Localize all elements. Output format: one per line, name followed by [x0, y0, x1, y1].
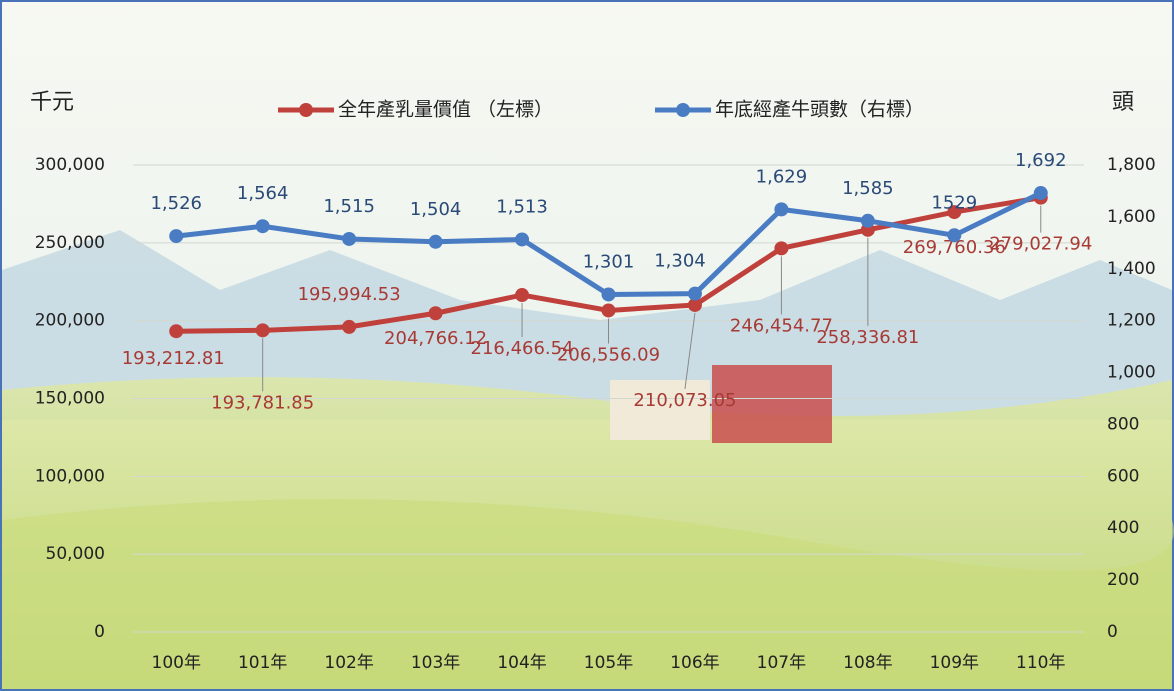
- data-label: 279,027.94: [989, 234, 1092, 255]
- data-label: 269,760.36: [903, 237, 1006, 258]
- x-tick-label: 107年: [757, 653, 806, 673]
- y2-axis-title: 頭: [1112, 90, 1134, 115]
- data-point: [169, 229, 184, 244]
- y2-tick-label: 1,600: [1107, 207, 1156, 227]
- x-tick-label: 101年: [238, 653, 287, 673]
- x-tick-label: 102年: [324, 653, 373, 673]
- data-label: 193,781.85: [211, 392, 314, 413]
- data-label: 216,466.54: [471, 338, 574, 359]
- data-point: [515, 232, 530, 247]
- data-label: 204,766.12: [384, 328, 487, 349]
- data-label: 195,994.53: [298, 284, 401, 305]
- data-point: [342, 231, 357, 246]
- data-label: 1,692: [1015, 150, 1067, 171]
- y-tick-label: 100,000: [35, 466, 105, 486]
- x-tick-label: 106年: [670, 653, 719, 673]
- data-label: 1,504: [410, 199, 462, 220]
- y-tick-label: 50,000: [46, 544, 105, 564]
- data-point: [342, 319, 357, 334]
- data-label: 193,212.81: [122, 348, 225, 369]
- data-point: [687, 286, 702, 301]
- y2-tick-label: 1,800: [1107, 155, 1156, 175]
- y2-tick-label: 600: [1107, 466, 1139, 486]
- data-point: [428, 234, 443, 249]
- data-point: [428, 306, 443, 321]
- x-tick-label: 109年: [930, 653, 979, 673]
- house: [610, 380, 710, 440]
- legend-marker: [299, 103, 313, 117]
- data-point: [947, 228, 962, 243]
- data-point: [601, 287, 616, 302]
- data-label: 1,301: [583, 251, 635, 272]
- data-point: [687, 297, 702, 312]
- data-point: [1033, 186, 1048, 201]
- x-tick-label: 104年: [497, 653, 546, 673]
- data-label: 206,556.09: [557, 344, 660, 365]
- data-label: 1,564: [237, 183, 289, 204]
- y2-tick-label: 400: [1107, 518, 1139, 538]
- x-tick-label: 108年: [843, 653, 892, 673]
- legend-label: 全年產乳量價值 （左標）: [338, 99, 553, 121]
- y-axis-title: 千元: [30, 90, 74, 115]
- y-tick-label: 200,000: [35, 311, 105, 331]
- data-point: [774, 241, 789, 256]
- data-label: 1529: [931, 192, 977, 213]
- data-label: 1,513: [496, 196, 548, 217]
- data-label: 246,454.77: [730, 315, 833, 336]
- y2-tick-label: 1,200: [1107, 311, 1156, 331]
- data-label: 210,073.05: [633, 390, 736, 411]
- data-point: [255, 323, 270, 338]
- x-tick-label: 100年: [152, 653, 201, 673]
- data-label: 1,515: [323, 196, 375, 217]
- data-label: 258,336.81: [816, 327, 919, 348]
- legend-label: 年底經產牛頭數（右標）: [715, 99, 924, 121]
- data-point: [515, 288, 530, 303]
- y2-tick-label: 1,000: [1107, 363, 1156, 383]
- x-tick-label: 105年: [584, 653, 633, 673]
- barn: [712, 365, 832, 443]
- leader-line: [684, 312, 696, 390]
- data-point: [601, 303, 616, 318]
- y-tick-label: 250,000: [35, 233, 105, 253]
- data-point: [947, 205, 962, 220]
- y-tick-label: 0: [94, 622, 105, 642]
- data-point: [860, 213, 875, 228]
- y2-tick-label: 200: [1107, 570, 1139, 590]
- y2-tick-label: 0: [1107, 622, 1118, 642]
- y-tick-label: 300,000: [35, 155, 105, 175]
- field-front: [2, 499, 1174, 689]
- data-label: 1,629: [756, 166, 808, 187]
- data-label: 1,526: [150, 193, 202, 214]
- y2-tick-label: 1,400: [1107, 259, 1156, 279]
- data-point: [774, 202, 789, 217]
- x-tick-label: 103年: [411, 653, 460, 673]
- data-point: [169, 324, 184, 339]
- mountains: [2, 230, 1172, 420]
- legend-marker: [676, 103, 690, 117]
- data-point: [255, 219, 270, 234]
- y2-tick-label: 800: [1107, 414, 1139, 434]
- data-label: 1,304: [654, 251, 706, 272]
- x-tick-label: 110年: [1016, 653, 1065, 673]
- data-label: 1,585: [842, 178, 894, 199]
- y-tick-label: 150,000: [35, 389, 105, 409]
